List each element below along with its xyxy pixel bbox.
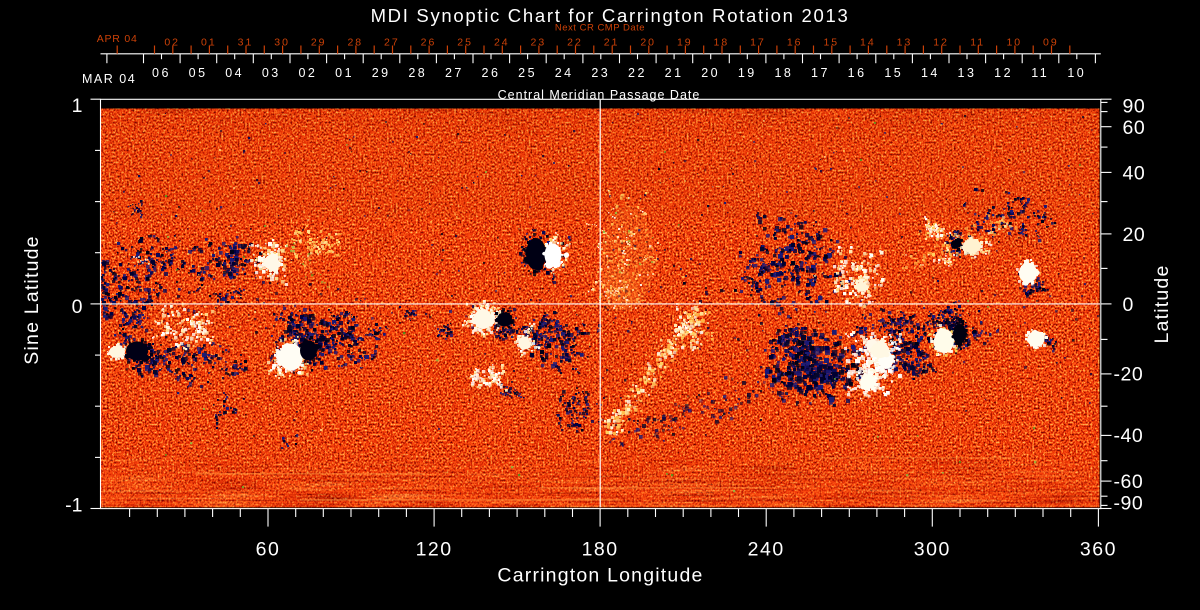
svg-text:31: 31 <box>238 37 254 49</box>
svg-text:26: 26 <box>421 37 437 49</box>
svg-text:10: 10 <box>1067 66 1086 80</box>
svg-text:22: 22 <box>628 66 647 80</box>
svg-text:30: 30 <box>274 37 290 49</box>
svg-text:60: 60 <box>1123 117 1146 139</box>
svg-text:-1: -1 <box>65 495 82 517</box>
svg-text:28: 28 <box>347 37 363 49</box>
svg-text:60: 60 <box>256 539 281 561</box>
svg-text:17: 17 <box>811 66 830 80</box>
svg-text:-40: -40 <box>1114 425 1144 447</box>
svg-text:24: 24 <box>494 37 510 49</box>
svg-text:18: 18 <box>714 37 730 49</box>
svg-text:0: 0 <box>1123 294 1134 316</box>
svg-text:40: 40 <box>1123 163 1146 185</box>
svg-text:09: 09 <box>1043 37 1059 49</box>
svg-text:06: 06 <box>152 66 171 80</box>
svg-text:21: 21 <box>604 37 620 49</box>
svg-text:16: 16 <box>787 37 803 49</box>
svg-text:23: 23 <box>531 37 547 49</box>
svg-text:16: 16 <box>848 66 867 80</box>
svg-text:19: 19 <box>677 37 693 49</box>
svg-text:13: 13 <box>897 37 913 49</box>
svg-text:27: 27 <box>384 37 400 49</box>
svg-text:180: 180 <box>582 539 619 561</box>
svg-text:29: 29 <box>372 66 391 80</box>
svg-text:27: 27 <box>445 66 464 80</box>
svg-text:15: 15 <box>884 66 903 80</box>
svg-text:Central Meridian Passage Date: Central Meridian Passage Date <box>498 88 701 102</box>
svg-text:20: 20 <box>1123 224 1146 246</box>
svg-text:01: 01 <box>335 66 354 80</box>
svg-text:26: 26 <box>482 66 501 80</box>
svg-text:14: 14 <box>921 66 940 80</box>
svg-text:15: 15 <box>823 37 839 49</box>
svg-text:19: 19 <box>738 66 757 80</box>
svg-text:12: 12 <box>994 66 1013 80</box>
svg-text:04: 04 <box>225 66 244 80</box>
svg-text:02: 02 <box>298 66 317 80</box>
svg-text:02: 02 <box>164 37 180 49</box>
svg-text:25: 25 <box>518 66 537 80</box>
svg-text:0: 0 <box>72 296 83 318</box>
svg-text:13: 13 <box>958 66 977 80</box>
svg-text:11: 11 <box>1031 66 1049 80</box>
svg-text:28: 28 <box>408 66 427 80</box>
svg-text:-90: -90 <box>1114 493 1144 515</box>
svg-text:01: 01 <box>201 37 217 49</box>
svg-text:23: 23 <box>591 66 610 80</box>
svg-text:21: 21 <box>665 66 684 80</box>
svg-text:17: 17 <box>750 37 766 49</box>
svg-text:Sine Latitude: Sine Latitude <box>21 235 43 364</box>
svg-text:20: 20 <box>640 37 656 49</box>
svg-text:11: 11 <box>970 37 985 49</box>
svg-text:Next CR CMP Date: Next CR CMP Date <box>555 23 645 34</box>
svg-text:360: 360 <box>1080 539 1117 561</box>
svg-text:05: 05 <box>189 66 208 80</box>
svg-text:240: 240 <box>748 539 785 561</box>
svg-text:Carrington Longitude: Carrington Longitude <box>497 565 703 587</box>
svg-text:Latitude: Latitude <box>1151 265 1173 344</box>
svg-text:MAR 04: MAR 04 <box>82 72 136 86</box>
svg-text:120: 120 <box>416 539 453 561</box>
svg-text:APR 04: APR 04 <box>97 33 138 45</box>
svg-text:03: 03 <box>262 66 281 80</box>
svg-text:20: 20 <box>701 66 720 80</box>
svg-text:300: 300 <box>914 539 951 561</box>
svg-text:90: 90 <box>1123 96 1146 118</box>
svg-text:-20: -20 <box>1114 364 1144 386</box>
svg-text:MDI Synoptic Chart for Carring: MDI Synoptic Chart for Carrington Rotati… <box>371 5 850 26</box>
svg-text:12: 12 <box>933 37 949 49</box>
svg-text:22: 22 <box>567 37 583 49</box>
svg-text:10: 10 <box>1006 37 1022 49</box>
svg-text:1: 1 <box>72 95 83 117</box>
svg-text:24: 24 <box>555 66 574 80</box>
svg-text:-60: -60 <box>1114 471 1144 493</box>
svg-text:14: 14 <box>860 37 876 49</box>
svg-text:25: 25 <box>457 37 473 49</box>
svg-text:18: 18 <box>774 66 793 80</box>
svg-text:29: 29 <box>311 37 327 49</box>
